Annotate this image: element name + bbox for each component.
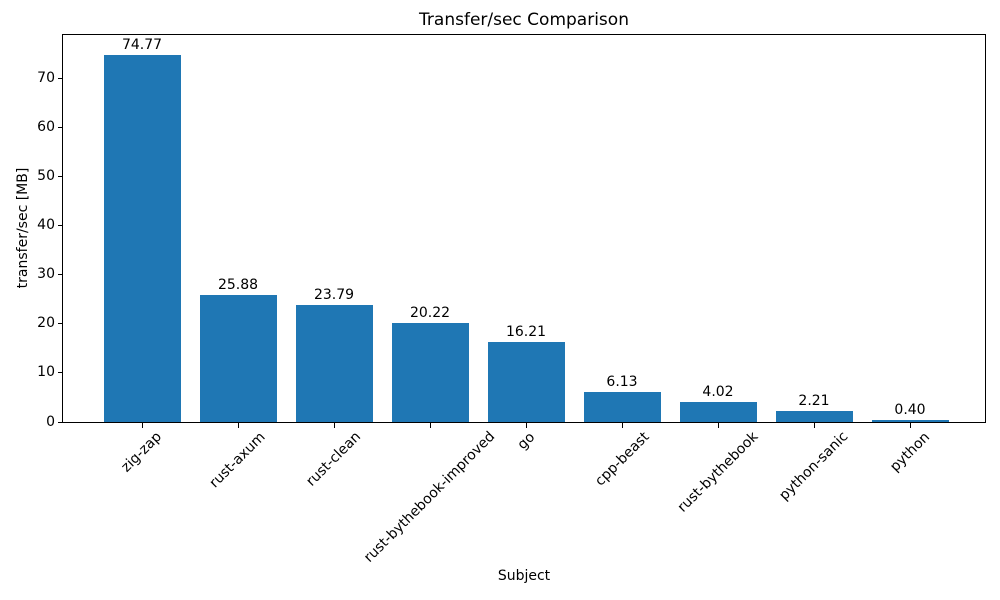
y-tick <box>58 126 63 128</box>
x-tick <box>430 423 431 428</box>
x-tick-label: zig-zap <box>118 428 165 476</box>
y-tick <box>58 224 63 226</box>
plot-area-frame <box>62 34 986 423</box>
bar-value-label: 20.22 <box>409 304 451 321</box>
y-tick <box>58 77 63 79</box>
y-tick-label: 60 <box>37 118 55 135</box>
bar-value-label: 2.21 <box>798 393 830 410</box>
bar-value-label: 23.79 <box>313 287 355 304</box>
x-tick <box>238 423 239 428</box>
bar-value-label: 6.13 <box>606 373 638 390</box>
bar <box>583 391 661 422</box>
y-tick <box>58 421 63 423</box>
bar <box>775 411 853 422</box>
bar-value-label: 4.02 <box>702 384 734 401</box>
x-tick-label: rust-bythebook-improved <box>361 428 499 567</box>
bar-value-label: 25.88 <box>217 276 259 293</box>
x-tick <box>718 423 719 428</box>
x-tick <box>334 423 335 428</box>
y-tick-label: 40 <box>37 216 55 233</box>
chart-title: Transfer/sec Comparison <box>419 10 629 30</box>
x-tick <box>142 423 143 428</box>
x-tick <box>622 423 623 428</box>
x-axis-label: Subject <box>497 568 551 584</box>
x-tick-label: python <box>886 428 933 475</box>
bar <box>871 420 949 422</box>
bar <box>103 54 181 422</box>
y-tick <box>58 274 63 276</box>
y-tick-label: 0 <box>46 413 55 430</box>
bar <box>199 294 277 422</box>
bar <box>295 305 373 422</box>
bar-value-label: 74.77 <box>121 36 163 53</box>
x-tick-label: rust-clean <box>303 428 365 490</box>
bar-value-label: 0.40 <box>894 402 926 419</box>
x-tick-label: cpp-beast <box>591 428 653 490</box>
bar <box>487 342 565 422</box>
x-tick-label: rust-bythebook <box>674 429 761 516</box>
x-tick-label: go <box>514 428 538 453</box>
y-tick-label: 30 <box>37 266 55 283</box>
y-tick <box>58 323 63 325</box>
bar-value-label: 16.21 <box>505 324 547 341</box>
bar <box>391 322 469 422</box>
y-tick-label: 20 <box>37 315 55 332</box>
x-tick <box>910 423 911 428</box>
y-tick <box>58 175 63 177</box>
y-tick <box>58 372 63 374</box>
y-tick-label: 10 <box>37 364 55 381</box>
x-tick <box>814 423 815 428</box>
y-tick-label: 50 <box>37 167 55 184</box>
bar <box>679 402 757 422</box>
y-tick-label: 70 <box>37 69 55 86</box>
x-tick <box>526 423 527 428</box>
x-tick-label: rust-axum <box>206 429 269 492</box>
x-tick-label: python-sanic <box>776 428 852 505</box>
